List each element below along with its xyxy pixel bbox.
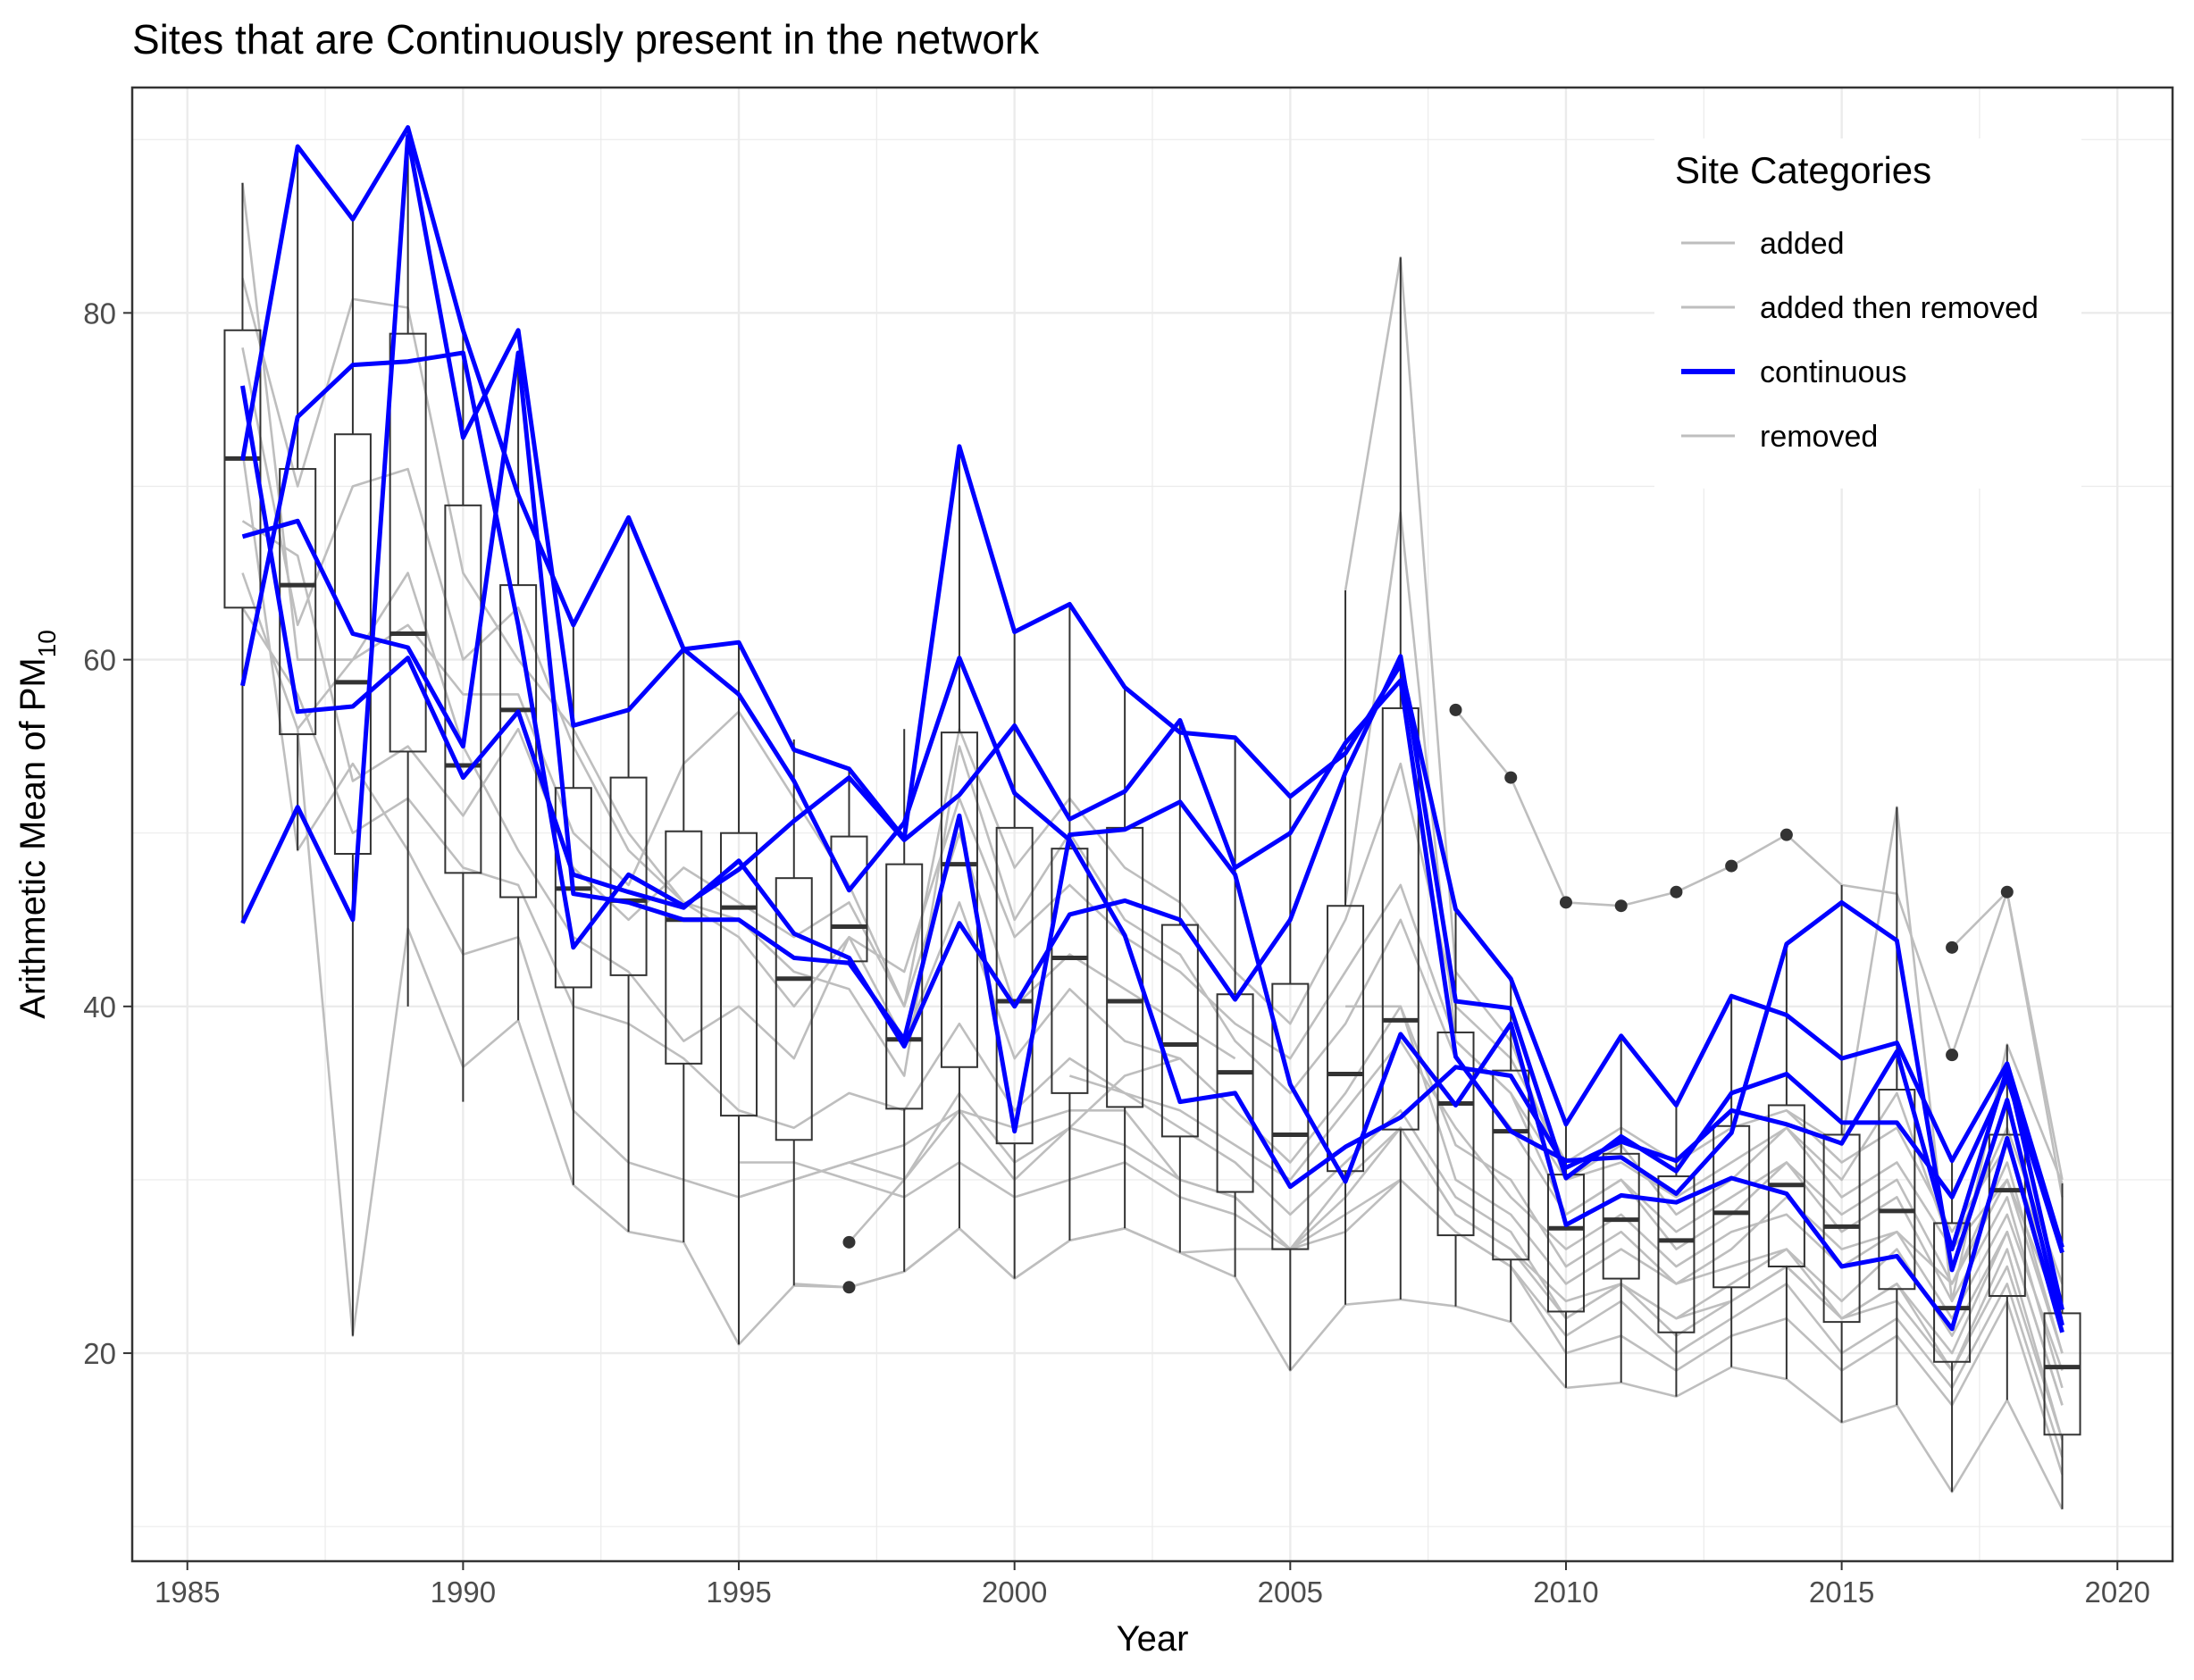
box-iqr bbox=[720, 832, 758, 1117]
y-tick-label: 80 bbox=[83, 297, 116, 330]
box-iqr bbox=[444, 504, 482, 874]
boxplot-1996 bbox=[775, 739, 813, 1286]
boxplot-2007 bbox=[1381, 257, 1419, 1300]
x-tick-label: 1985 bbox=[155, 1576, 220, 1609]
x-tick-label: 2000 bbox=[982, 1576, 1047, 1609]
box-iqr bbox=[1051, 848, 1089, 1094]
box-iqr bbox=[1988, 1133, 2026, 1297]
boxplot-2012 bbox=[1657, 1105, 1696, 1397]
box-iqr bbox=[1160, 924, 1199, 1138]
series-line-grey bbox=[241, 606, 2064, 1371]
outlier-point bbox=[1946, 940, 1959, 954]
box-iqr bbox=[885, 863, 924, 1110]
outlier-point bbox=[2000, 885, 2014, 899]
boxplot-2001 bbox=[1051, 604, 1089, 1241]
series-line-grey bbox=[241, 520, 1236, 1060]
x-tick-label: 2020 bbox=[2085, 1576, 2150, 1609]
x-axis: 1985 1990 1995 2000 2005 2010 2015 2020 bbox=[155, 1561, 2150, 1609]
box-iqr bbox=[775, 877, 813, 1141]
box-iqr bbox=[1657, 1175, 1696, 1333]
series-line-grey bbox=[793, 1178, 2064, 1475]
legend-label-3: removed bbox=[1760, 420, 1878, 454]
box-iqr bbox=[665, 830, 703, 1065]
box-iqr bbox=[223, 329, 262, 609]
legend-label-0: added bbox=[1760, 227, 1845, 261]
outlier-group bbox=[842, 703, 2014, 1294]
x-tick-label: 2010 bbox=[1533, 1576, 1598, 1609]
series-line-continuous bbox=[240, 133, 2064, 1311]
boxplot-group bbox=[223, 127, 2081, 1509]
box-iqr bbox=[2043, 1312, 2081, 1436]
y-tick-label: 20 bbox=[83, 1337, 116, 1370]
box-iqr bbox=[1878, 1089, 1916, 1291]
x-tick-label: 2015 bbox=[1809, 1576, 1874, 1609]
plot-panel-border bbox=[130, 86, 2174, 1563]
series-line-grey bbox=[241, 347, 2064, 1389]
outlier-point bbox=[842, 1281, 856, 1294]
boxplot-1992 bbox=[554, 623, 592, 1185]
boxplot-1999 bbox=[940, 446, 978, 1229]
boxplot-2014 bbox=[1767, 943, 1805, 1380]
legend: Site Categories added added then removed c… bbox=[1654, 138, 2081, 489]
x-tick-label: 1990 bbox=[431, 1576, 496, 1609]
boxplot-2003 bbox=[1160, 720, 1199, 1253]
box-iqr bbox=[940, 731, 978, 1068]
box-iqr bbox=[609, 776, 648, 976]
x-axis-label: Year bbox=[1117, 1619, 1189, 1659]
box-iqr bbox=[1602, 1152, 1640, 1280]
box-iqr bbox=[1933, 1222, 1972, 1363]
continuous-series-group bbox=[240, 125, 2064, 1333]
box-iqr bbox=[1216, 993, 1254, 1193]
boxplot-1986 bbox=[223, 182, 262, 924]
series-line-continuous bbox=[240, 125, 2064, 1249]
legend-title: Site Categories bbox=[1675, 149, 1931, 191]
box-iqr bbox=[1492, 1069, 1530, 1261]
outlier-point bbox=[1779, 828, 1793, 841]
box-iqr bbox=[389, 332, 427, 753]
boxplot-2015 bbox=[1822, 884, 1861, 1423]
y-axis-label: Arithmetic Mean of PM10 bbox=[13, 630, 61, 1019]
outlier-point bbox=[1946, 1049, 1959, 1062]
series-line-continuous bbox=[240, 350, 2064, 1326]
legend-label-2: continuous bbox=[1760, 355, 1906, 389]
y-tick-label: 60 bbox=[83, 644, 116, 677]
y-axis: 20 40 60 80 bbox=[83, 297, 132, 1370]
series-line-grey bbox=[1454, 709, 2064, 1181]
chart-title: Sites that are Continuously present in t… bbox=[132, 16, 1040, 63]
legend-label-1: added then removed bbox=[1760, 291, 2039, 325]
outlier-point bbox=[842, 1235, 856, 1249]
series-line-grey bbox=[1345, 1005, 2064, 1406]
y-tick-label: 40 bbox=[83, 990, 116, 1024]
series-line-grey bbox=[241, 451, 2064, 1406]
box-iqr bbox=[1436, 1031, 1475, 1237]
series-line-grey bbox=[241, 278, 2064, 1319]
outlier-point bbox=[1725, 859, 1738, 873]
boxplot-1995 bbox=[720, 642, 758, 1345]
outlier-point bbox=[1614, 899, 1628, 913]
boxplot-1993 bbox=[609, 517, 648, 1233]
outlier-point bbox=[1670, 885, 1683, 899]
x-tick-label: 2005 bbox=[1258, 1576, 1323, 1609]
boxplot-2018 bbox=[1988, 1044, 2026, 1400]
y-axis-label-subscript: 10 bbox=[33, 630, 61, 657]
outlier-point bbox=[1449, 703, 1462, 716]
box-iqr bbox=[1327, 905, 1365, 1173]
series-line-grey bbox=[1344, 511, 2064, 1354]
legend-items: added added then removed continuous removed bbox=[1681, 227, 2039, 454]
y-axis-label-main: Arithmetic Mean of PM bbox=[13, 657, 53, 1019]
boxplot-2006 bbox=[1327, 589, 1365, 1305]
legend-box bbox=[1654, 138, 2081, 489]
outlier-point bbox=[1504, 771, 1518, 784]
x-tick-label: 1995 bbox=[706, 1576, 771, 1609]
boxplot-1998 bbox=[885, 729, 924, 1272]
boxplot-1994 bbox=[665, 648, 703, 1242]
series-line-continuous bbox=[241, 350, 2064, 1333]
outlier-point bbox=[1559, 896, 1572, 909]
box-iqr bbox=[995, 826, 1034, 1145]
boxplot-2017 bbox=[1933, 1158, 1972, 1492]
boxplot-2011 bbox=[1602, 1035, 1640, 1383]
box-iqr bbox=[1381, 706, 1419, 1131]
